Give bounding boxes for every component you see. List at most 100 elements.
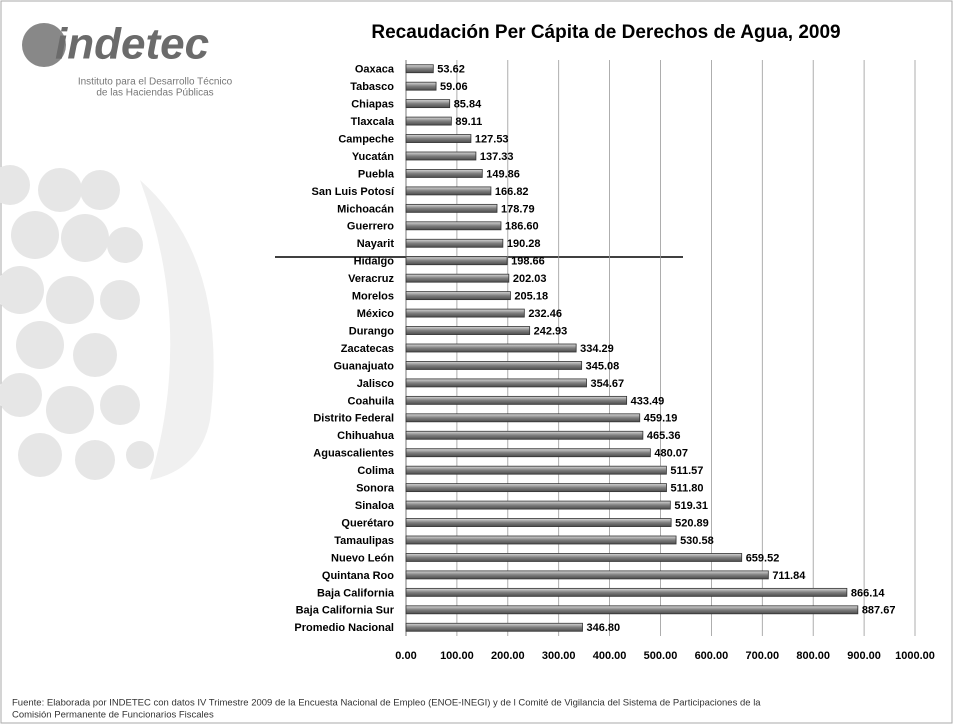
footer: Comisión Permanente de Funcionarios Fisc…	[12, 710, 214, 721]
y-tick-label: Nuevo León	[331, 552, 394, 564]
value-label: 459.19	[644, 413, 678, 425]
bar	[405, 81, 437, 91]
value-label: 89.11	[455, 116, 482, 128]
logo-name: indetec	[55, 20, 209, 69]
value-label: 465.36	[647, 430, 681, 442]
y-tick-label: Baja California	[317, 587, 395, 599]
value-label: 354.67	[591, 378, 625, 390]
bar	[405, 116, 452, 126]
y-tick-label: Quintana Roo	[322, 570, 394, 582]
y-tick-label: Durango	[349, 325, 395, 337]
value-label: 202.03	[513, 273, 547, 285]
bar	[405, 395, 628, 405]
bar	[405, 483, 667, 493]
bar	[405, 291, 511, 301]
value-label: 53.62	[437, 64, 465, 76]
value-label: 659.52	[746, 552, 780, 564]
bar	[405, 203, 498, 213]
y-tick-label: Nayarit	[357, 238, 395, 250]
footer: Fuente: Elaborada por INDETEC con datos …	[12, 698, 761, 709]
bar	[405, 605, 859, 615]
bar	[405, 134, 472, 143]
chart-title: Recaudación Per Cápita de Derechos de Ag…	[371, 22, 840, 43]
bar	[405, 169, 483, 178]
decoration	[0, 165, 214, 480]
bar	[405, 238, 504, 248]
y-tick-label: Tabasco	[350, 81, 394, 93]
value-label: 85.84	[454, 99, 482, 111]
value-label: 530.58	[680, 535, 714, 547]
y-tick-label: Puebla	[358, 168, 395, 180]
bar	[405, 378, 587, 388]
y-tick-label: Sinaloa	[355, 500, 395, 512]
y-tick-label: Chihuahua	[337, 430, 395, 442]
bar	[405, 308, 525, 318]
logo-text: de las Haciendas Públicas	[96, 88, 213, 99]
logo-globe	[22, 23, 66, 67]
y-tick-label: Tamaulipas	[334, 535, 394, 547]
x-tick-label: 300.00	[542, 650, 576, 662]
bar	[405, 430, 644, 440]
value-label: 519.31	[674, 500, 708, 512]
bar	[405, 186, 492, 196]
value-label: 345.08	[586, 360, 620, 372]
y-tick-label: Coahuila	[348, 395, 395, 407]
bar	[405, 622, 583, 632]
bar	[405, 99, 451, 109]
bar	[405, 448, 651, 458]
bar	[405, 343, 577, 353]
x-tick-label: 500.00	[644, 650, 678, 662]
x-tick-label: 1000.00	[895, 650, 935, 662]
value-label: 480.07	[654, 448, 688, 460]
bar	[405, 326, 531, 335]
y-tick-label: San Luis Potosí	[311, 186, 394, 198]
value-label: 198.66	[511, 256, 545, 268]
value-label: 511.57	[670, 465, 703, 477]
bar	[405, 273, 510, 283]
y-tick-label: Sonora	[356, 483, 395, 495]
y-tick-label: Jalisco	[357, 378, 395, 390]
value-label: 149.86	[486, 168, 520, 180]
y-tick-label: Campeche	[338, 133, 394, 145]
y-tick-label: Distrito Federal	[313, 413, 394, 425]
value-label: 433.49	[631, 395, 665, 407]
y-tick-label: Tlaxcala	[351, 116, 395, 128]
value-label: 178.79	[501, 203, 535, 215]
x-tick-label: 200.00	[491, 650, 525, 662]
value-label: 520.89	[675, 517, 709, 529]
value-label: 242.93	[534, 325, 568, 337]
y-tick-label: Chiapas	[351, 99, 394, 111]
x-tick-label: 800.00	[796, 650, 830, 662]
bar	[405, 465, 667, 475]
logo-text: Instituto para el Desarrollo Técnico	[78, 77, 233, 88]
bar	[405, 553, 743, 562]
y-tick-label: Aguascalientes	[313, 448, 394, 460]
y-tick-label: Morelos	[352, 291, 394, 303]
y-tick-label: Guanajuato	[333, 360, 394, 372]
bar	[405, 256, 508, 266]
value-label: 127.53	[475, 133, 509, 145]
y-tick-label: Querétaro	[341, 517, 394, 529]
value-label: 186.60	[505, 221, 539, 233]
value-label: 59.06	[440, 81, 468, 93]
y-tick-label: Baja California Sur	[296, 605, 395, 617]
value-label: 334.29	[580, 343, 614, 355]
y-tick-label: Promedio Nacional	[294, 622, 394, 634]
y-tick-label: Oaxaca	[355, 64, 395, 76]
y-tick-label: Colima	[357, 465, 395, 477]
x-tick-label: 400.00	[593, 650, 627, 662]
value-label: 232.46	[528, 308, 562, 320]
value-label: 205.18	[514, 291, 548, 303]
y-tick-label: Yucatán	[352, 151, 394, 163]
y-tick-label: Hidalgo	[354, 256, 395, 268]
bar	[405, 413, 641, 423]
y-tick-label: México	[357, 308, 395, 320]
value-label: 166.82	[495, 186, 529, 198]
value-label: 137.33	[480, 151, 514, 163]
x-tick-label: 100.00	[440, 650, 474, 662]
x-tick-label: 700.00	[745, 650, 779, 662]
value-label: 346.80	[587, 622, 621, 634]
bar	[405, 518, 672, 527]
value-label: 887.67	[862, 605, 896, 617]
